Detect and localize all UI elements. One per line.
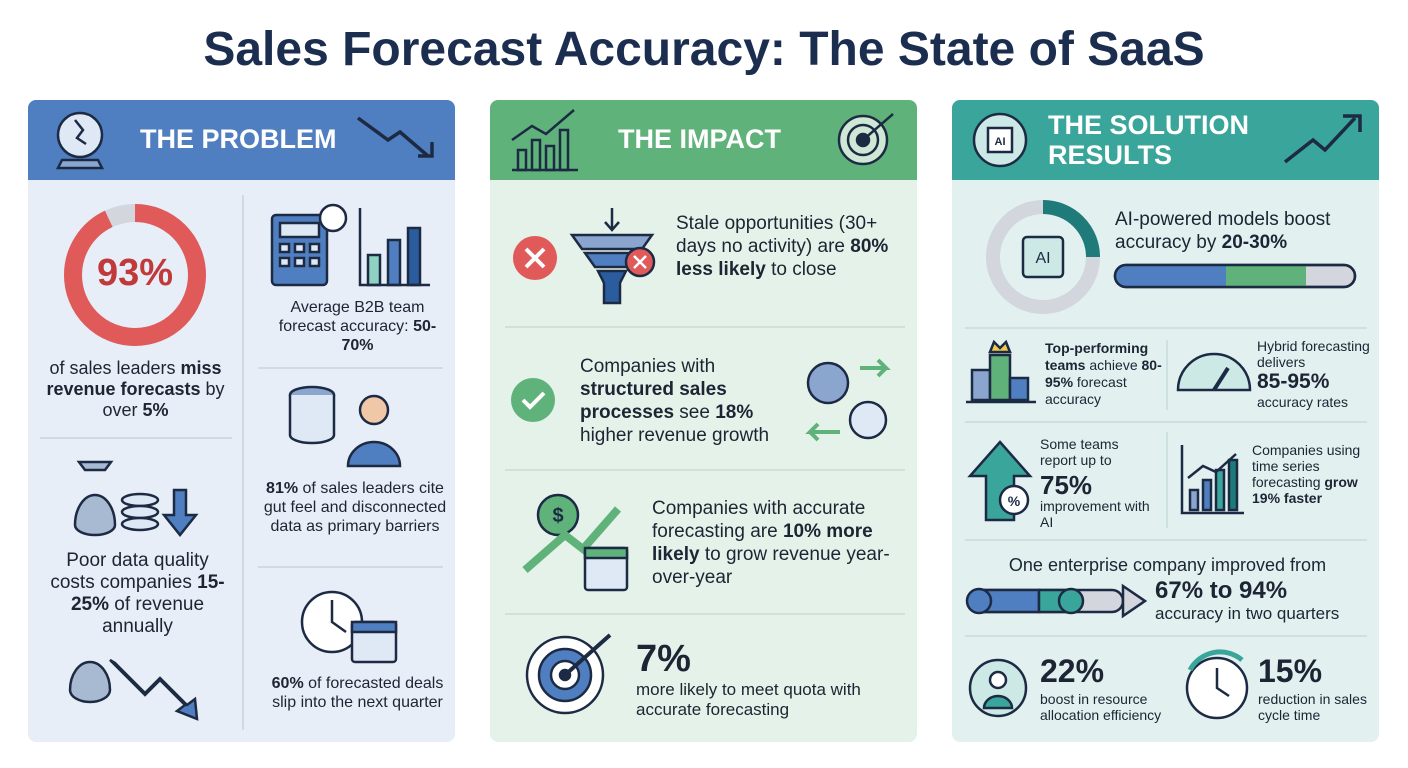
emphasis: 80-95% xyxy=(1045,357,1162,390)
donut-arc xyxy=(64,204,206,346)
stat-text: Hybrid forecasting delivers xyxy=(1257,338,1370,370)
stat-text: Companies using time series forecasting … xyxy=(1252,442,1377,506)
text-run: AI-powered models boost accuracy by xyxy=(1115,209,1331,253)
stat-text: AI-powered models boost accuracy by 20-3… xyxy=(1115,208,1375,254)
stat-text: 60% of forecasted deals slip into the ne… xyxy=(265,674,450,712)
big-stat: 85-95% xyxy=(1257,370,1330,393)
text-run: of sales leaders cite gut feel and disco… xyxy=(263,480,447,535)
stat-text: Average B2B team forecast accuracy: 50-7… xyxy=(265,298,450,355)
text-run: Companies with accurate forecasting are xyxy=(652,498,866,542)
stat-text: One enterprise company improved from xyxy=(1008,555,1327,575)
stat-text: Some teams report up to xyxy=(1040,436,1119,468)
emphasis: 18% xyxy=(715,402,754,423)
text-run: of revenue annually xyxy=(102,594,205,637)
stat-text: Stale opportunities (30+ days no activit… xyxy=(676,212,901,281)
text-run: to close xyxy=(765,259,837,280)
stat-text: Companies with accurate forecasting are … xyxy=(652,497,897,589)
stat-text: of sales leaders miss revenue forecasts … xyxy=(38,358,233,421)
emphasis: 10% more likely xyxy=(652,521,873,565)
text-run: Average B2B team forecast accuracy: xyxy=(278,299,425,335)
text-run: Poor data quality costs companies xyxy=(50,550,209,593)
stat-text: Companies with structured sales processe… xyxy=(580,355,800,447)
problem-header-bg xyxy=(28,100,455,180)
emphasis: 50-70% xyxy=(341,318,437,354)
text-run: Stale opportunities (30+ days no activit… xyxy=(676,213,878,257)
impact-icons xyxy=(511,208,891,715)
text-run: of sales leaders xyxy=(49,358,181,378)
big-stat: 7% xyxy=(636,638,691,680)
big-stat: 75% xyxy=(1040,470,1093,500)
text-run: forecast accuracy xyxy=(1045,374,1127,407)
emphasis: structured sales processes xyxy=(580,379,727,423)
big-stat: 67% to 94% xyxy=(1155,577,1288,604)
text-run: Companies using time series forecasting xyxy=(1252,442,1361,490)
stat-text: accuracy rates xyxy=(1257,394,1349,410)
header-icons xyxy=(55,109,1362,172)
text-run: higher revenue growth xyxy=(580,425,770,446)
emphasis: 15-25% xyxy=(70,572,225,615)
solution-icons xyxy=(965,200,1357,720)
icon-glyph: $ xyxy=(552,505,563,527)
problem-header: THE PROBLEM xyxy=(140,124,337,154)
emphasis: 80% less likely xyxy=(676,236,889,280)
stat-text: more likely to meet quota with accurate … xyxy=(636,680,861,719)
emphasis: 60% xyxy=(271,675,304,692)
text-run: to grow revenue year-over-year xyxy=(652,544,890,588)
problem-panel xyxy=(28,100,455,742)
icon-glyph: AI xyxy=(995,136,1006,148)
big-stat: 22% xyxy=(1040,653,1105,689)
solution-panel xyxy=(952,100,1379,742)
impact-header-bg xyxy=(490,100,917,180)
stat-text: improvement with AI xyxy=(1040,498,1150,530)
emphasis: Top-performing teams xyxy=(1045,340,1149,373)
donut-label: 93% xyxy=(96,252,174,294)
icon-glyph: AI xyxy=(1035,250,1050,267)
text-run: Companies with xyxy=(580,356,716,377)
big-stat: 15% xyxy=(1258,653,1323,689)
dividers xyxy=(40,195,1367,730)
stat-text: accuracy in two quarters xyxy=(1155,604,1340,623)
stat-text: boost in resource allocation efficiency xyxy=(1040,691,1162,723)
stat-text: Poor data quality costs companies 15-25%… xyxy=(45,550,230,638)
emphasis: grow 19% faster xyxy=(1252,474,1358,506)
icon-glyph: % xyxy=(1008,493,1021,509)
text-run: of forecasted deals slip into the next q… xyxy=(272,675,444,711)
text-run: achieve xyxy=(1085,357,1142,373)
emphasis: 5% xyxy=(142,400,169,420)
emphasis: 20-30% xyxy=(1221,232,1288,253)
impact-header: THE IMPACT xyxy=(618,124,781,154)
page-title: Sales Forecast Accuracy: The State of Sa… xyxy=(203,23,1205,76)
stat-text: 81% of sales leaders cite gut feel and d… xyxy=(260,479,450,536)
stat-text: Top-performing teams achieve 80-95% fore… xyxy=(1045,340,1170,408)
problem-icons xyxy=(68,203,430,721)
solution-header-bg xyxy=(952,100,1379,180)
emphasis: miss revenue forecasts xyxy=(46,358,222,399)
emphasis: 81% xyxy=(266,480,299,497)
text-run: see xyxy=(674,402,716,423)
text-run: by over xyxy=(102,379,225,420)
stat-text: reduction in sales cycle time xyxy=(1258,691,1367,723)
solution-header: THE SOLUTION RESULTS xyxy=(1048,110,1249,170)
